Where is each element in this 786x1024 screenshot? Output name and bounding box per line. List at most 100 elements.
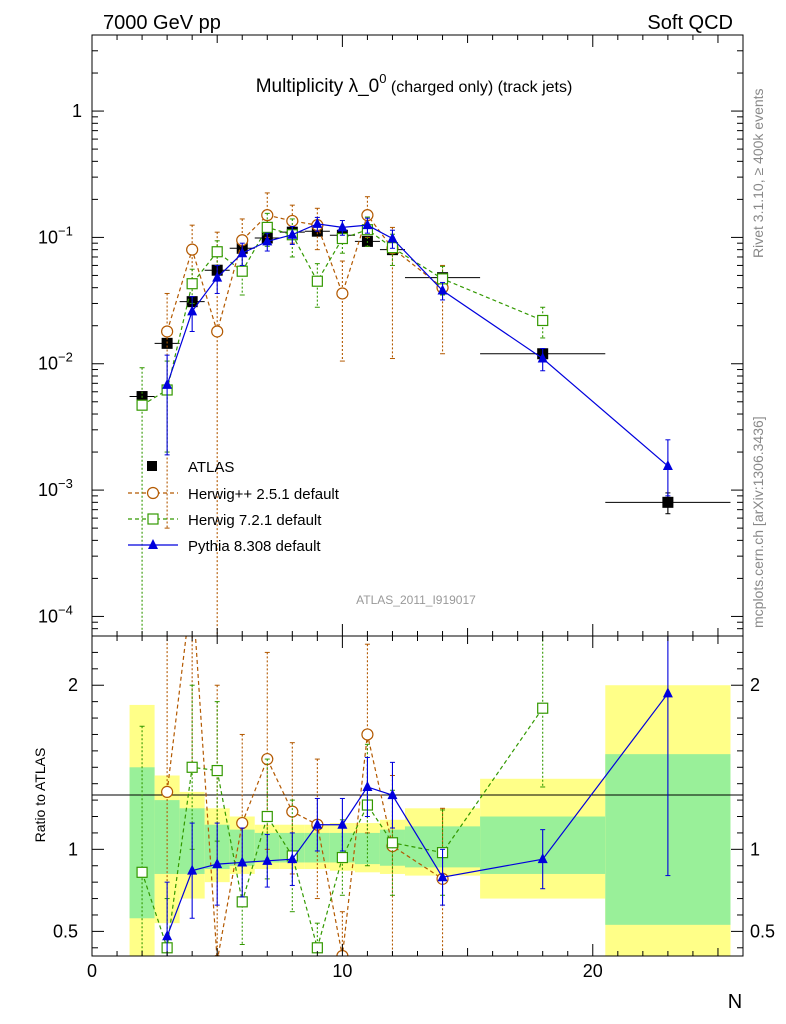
ratio-y-tick-label-right: 2 [750, 675, 760, 695]
ratio-line-herwig-2-5-1-default [166, 636, 443, 956]
ratio-point [361, 728, 374, 741]
main-line-herwig-7-2-1-default [141, 226, 543, 406]
legend-label-herwig7: Herwig 7.2.1 default [188, 512, 322, 529]
legend-label-herwigpp: Herwig++ 2.5.1 default [188, 486, 340, 503]
main-point [537, 352, 548, 363]
legend-label-atlas: ATLAS [188, 459, 234, 476]
ratio-point [286, 805, 299, 818]
main-point [336, 287, 349, 300]
ratio-point [262, 854, 273, 865]
main-point [262, 235, 273, 246]
ratio-point [437, 871, 448, 882]
main-y-tick-exp: −1 [58, 223, 73, 238]
ratio-point [186, 761, 198, 773]
main-point [287, 228, 298, 239]
main-point [136, 399, 148, 411]
ratio-point [362, 780, 373, 791]
mcplots-label: mcplots.cern.ch [arXiv:1306.3436] [750, 416, 766, 628]
ratio-point [386, 837, 399, 849]
ratio-point [213, 954, 221, 956]
ratio-point [337, 818, 348, 829]
main-point [312, 217, 323, 228]
ratio-point [537, 853, 548, 864]
header-left: 7000 GeV pp [103, 12, 221, 34]
header-right: Soft QCD [647, 12, 733, 34]
main-point [211, 246, 223, 258]
x-tick-label: 10 [332, 961, 352, 981]
ratio-point [162, 930, 173, 941]
ratio-y-tick-label-left: 1 [68, 839, 78, 859]
main-point [186, 278, 198, 290]
ratio-y-tick-label-right: 1 [750, 839, 760, 859]
watermark: ATLAS_2011_I919017 [356, 593, 476, 607]
main-y-tick-exp: −3 [58, 476, 73, 491]
x-tick-label: 20 [583, 961, 603, 981]
main-point [162, 378, 173, 389]
legend-entry-herwigpp: Herwig++ 2.5.1 default [128, 486, 340, 503]
ratio-y-tick-label-left: 0.5 [53, 921, 78, 941]
main-y-tick-base: 10 [38, 354, 58, 374]
main-point [662, 460, 673, 471]
main-point [237, 247, 248, 258]
main-y-tick-exp: −4 [58, 602, 73, 617]
main-point [537, 314, 549, 327]
main-y-tick-exp: −2 [58, 350, 73, 365]
chart-title-main: Multiplicity λ_0 [256, 76, 380, 97]
main-point [161, 325, 174, 338]
main-line-herwig-2-5-1-default [166, 213, 443, 334]
ratio-point [212, 858, 223, 869]
rivet-label: Rivet 3.1.10, ≥ 400k events [750, 88, 766, 258]
ratio-point [261, 810, 273, 823]
ratio-y-tick-label-left: 2 [68, 675, 78, 695]
ratio-uncertainty-bands [129, 685, 731, 956]
main-point [261, 221, 273, 234]
ratio-y-tick-label-right: 0.5 [750, 921, 775, 941]
main-series-herwig-7-2-1-default [136, 212, 549, 636]
main-y-tick-label: 10−3 [38, 476, 73, 500]
ratio-point [662, 687, 673, 698]
main-point [337, 221, 348, 232]
main-point [437, 284, 448, 295]
legend-entry-atlas: ATLAS [147, 459, 234, 476]
chart-title-sup: 0 [379, 71, 386, 86]
main-point [211, 325, 224, 338]
legend: ATLAS Herwig++ 2.5.1 default Herwig 7.2.… [128, 459, 340, 555]
main-point [362, 219, 373, 230]
ratio-ylabel: Ratio to ATLAS [32, 748, 48, 843]
ratio-point [187, 864, 198, 875]
ratio-point [136, 866, 148, 878]
main-plot-series [129, 192, 731, 636]
main-y-tick-label: 10−4 [38, 602, 73, 626]
main-point [662, 496, 674, 508]
legend-label-pythia: Pythia 8.308 default [188, 538, 321, 555]
legend-marker-pythia [148, 539, 158, 549]
ratio-point [211, 764, 223, 777]
main-y-tick-label: 1 [72, 101, 82, 121]
ratio-point [287, 853, 298, 864]
ratio-point [537, 702, 549, 714]
ratio-plot-series [136, 581, 673, 956]
main-y-tick-base: 10 [38, 480, 58, 500]
main-point [311, 275, 323, 287]
ratio-point [312, 818, 323, 829]
ratio-point [161, 785, 174, 798]
x-axis-label: N [728, 991, 742, 1013]
legend-marker-herwigpp [146, 486, 160, 500]
main-series-pythia-8-308-default [162, 216, 673, 497]
main-y-tick-label: 10−1 [38, 223, 73, 247]
chart-title-tail: (charged only) (track jets) [386, 79, 572, 96]
legend-entry-pythia: Pythia 8.308 default [128, 538, 321, 555]
main-point [236, 265, 248, 277]
chart-title: Multiplicity λ_00 (charged only) (track … [256, 71, 573, 97]
legend-marker-atlas [147, 461, 157, 471]
ratio-point [236, 816, 249, 830]
ratio-point [187, 581, 198, 592]
main-point [387, 232, 398, 243]
ratio-series-herwig-2-5-1-default [161, 581, 449, 956]
main-point [186, 243, 199, 256]
main-point [187, 305, 198, 316]
ratio-point [236, 896, 248, 908]
ratio-point [336, 851, 348, 864]
main-y-tick-base: 10 [38, 227, 58, 247]
